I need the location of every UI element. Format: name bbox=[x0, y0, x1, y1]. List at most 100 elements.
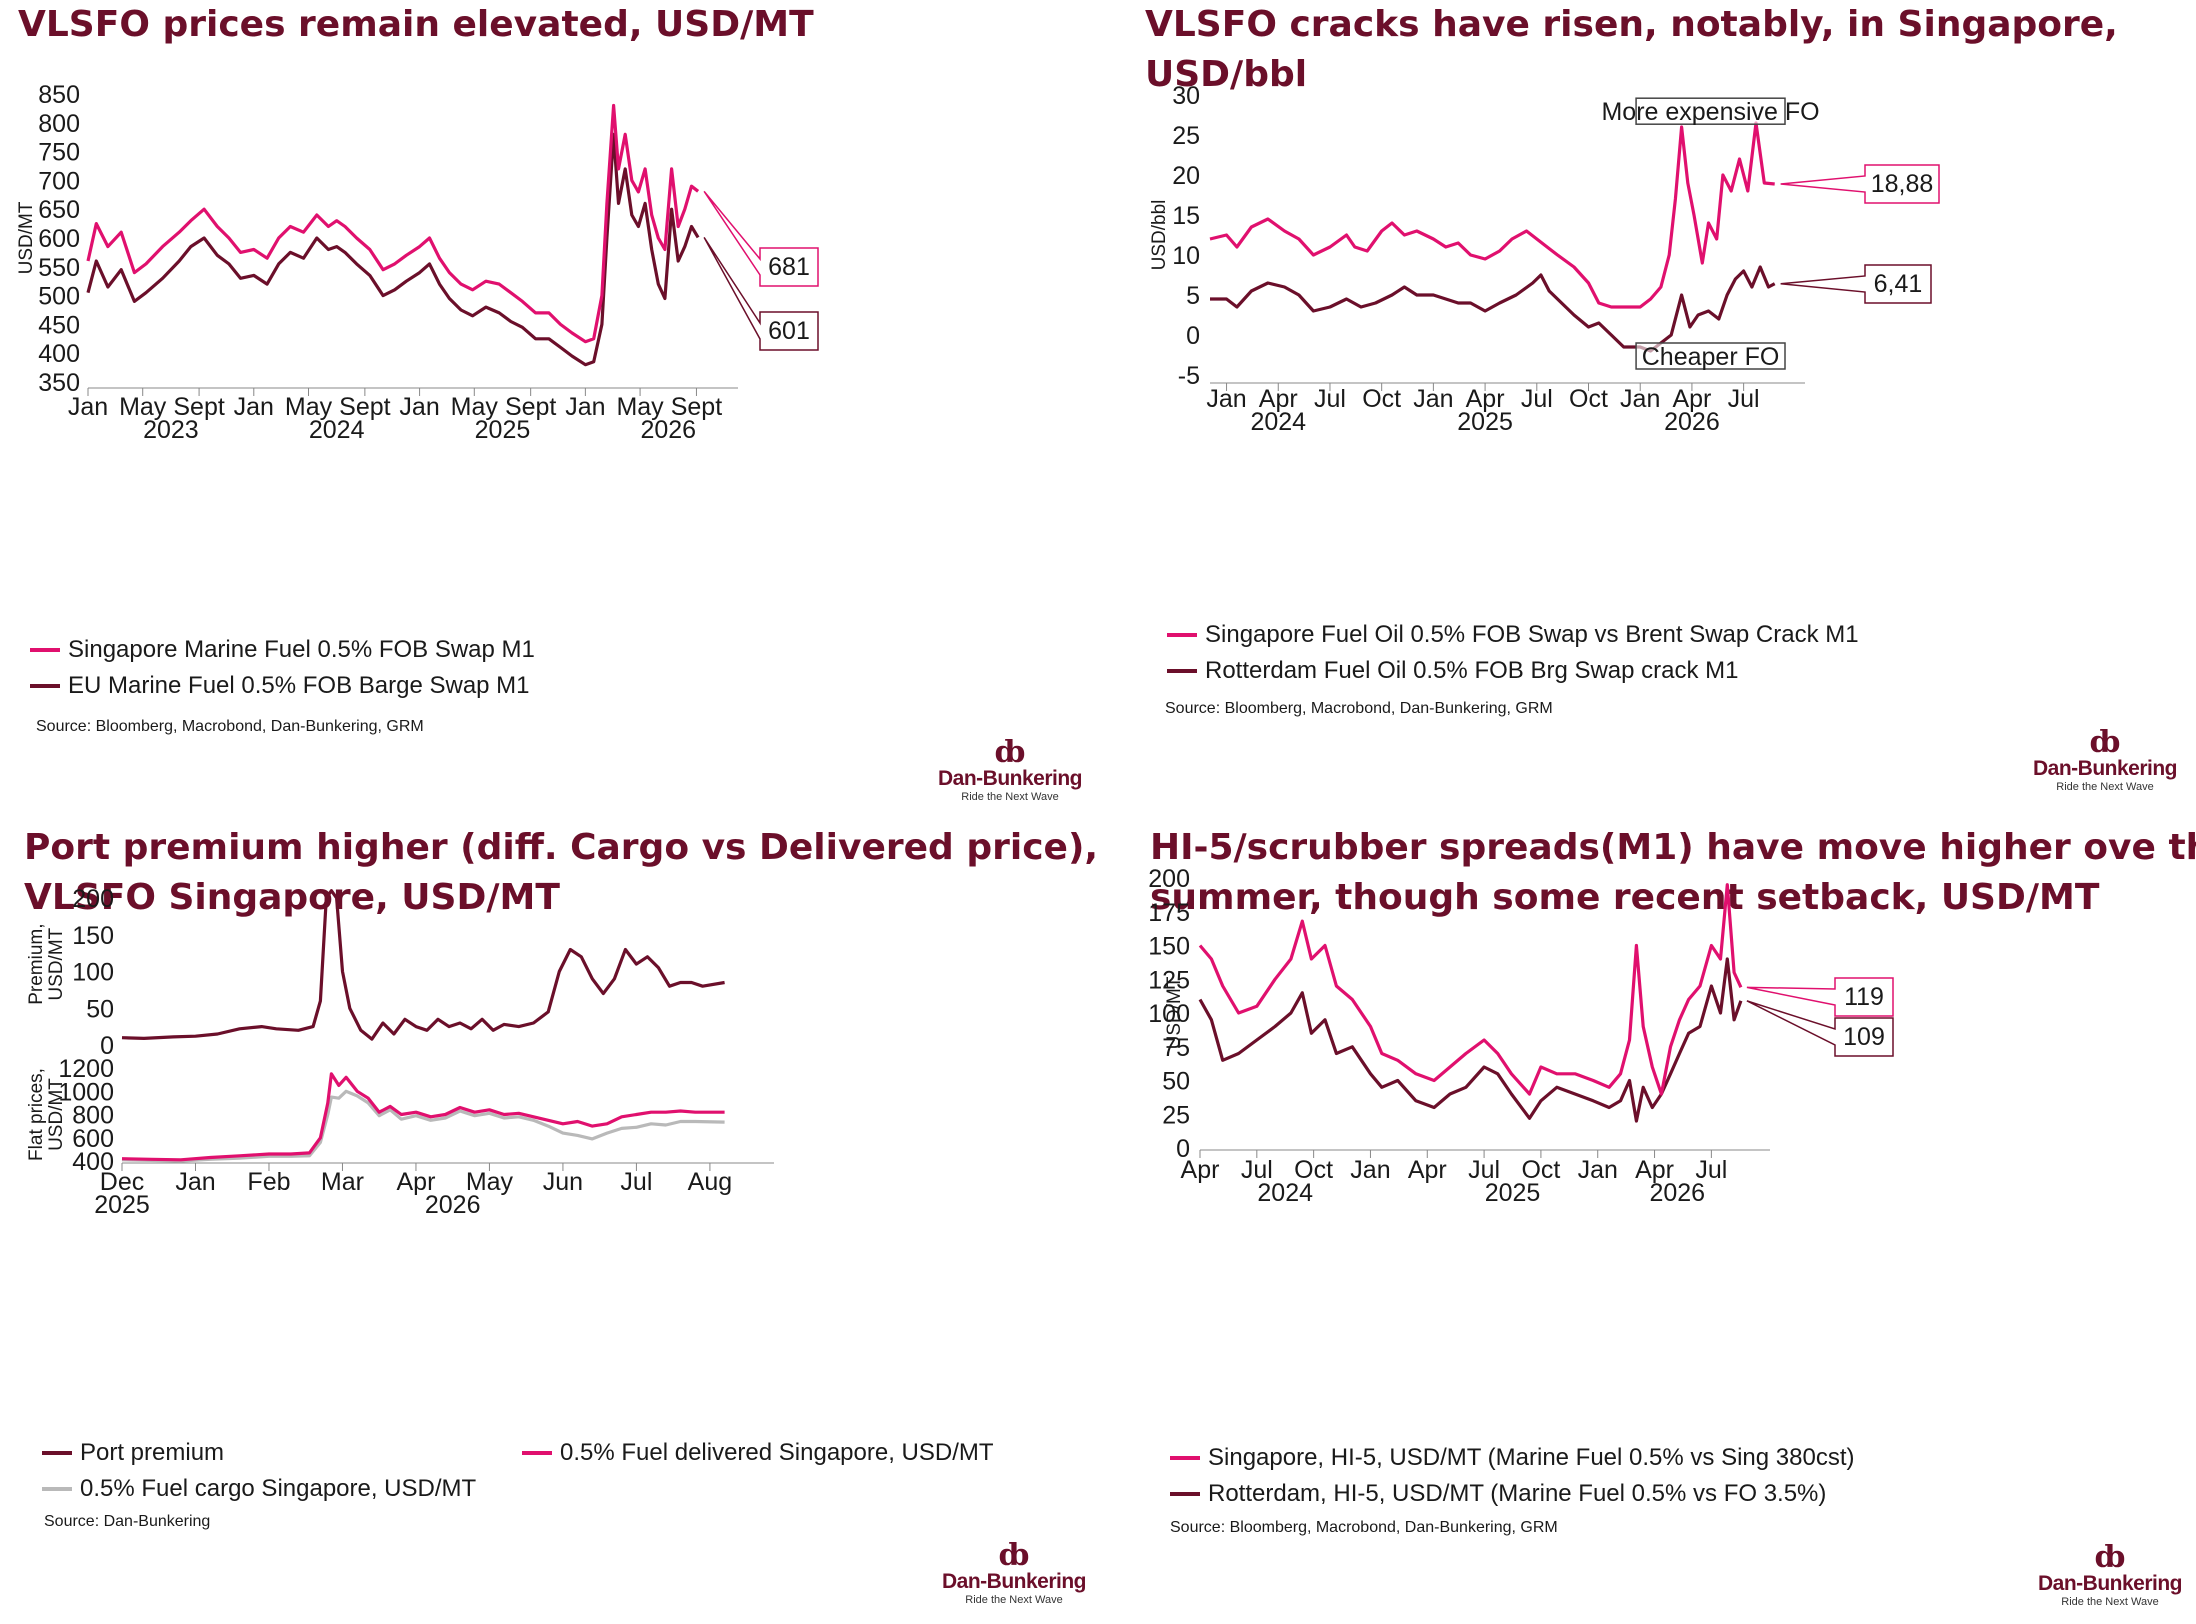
y-tick-label: 30 bbox=[1172, 82, 1200, 110]
x-tick-label: Oct bbox=[1294, 1156, 1333, 1184]
end-value-label: 18,88 bbox=[1871, 170, 1934, 198]
x-tick-label: Apr bbox=[1408, 1156, 1447, 1184]
end-value-label: 109 bbox=[1843, 1023, 1885, 1051]
series-line bbox=[121, 1072, 725, 1162]
y-tick-label: 150 bbox=[1148, 933, 1190, 961]
source-note: Source: Bloomberg, Macrobond, Dan-Bunker… bbox=[1170, 1519, 1558, 1536]
legend-item-eu: EU Marine Fuel 0.5% FOB Barge Swap M1 bbox=[30, 668, 535, 704]
x-tick-label: Apr bbox=[1635, 1156, 1674, 1184]
x-tick-label: Sept bbox=[671, 393, 722, 421]
legend-label: Singapore Marine Fuel 0.5% FOB Swap M1 bbox=[68, 636, 535, 663]
y-tick-label: 0 bbox=[1186, 322, 1200, 350]
x-tick-label: Jan bbox=[1578, 1156, 1618, 1184]
y-tick-label: 850 bbox=[38, 81, 80, 109]
y-tick-label: 75 bbox=[1162, 1034, 1190, 1062]
logo-name: Dan-Bunkering bbox=[2037, 1572, 2183, 1595]
legend-item-rotterdam: Rotterdam Fuel Oil 0.5% FOB Brg Swap cra… bbox=[1167, 653, 1859, 689]
series-line bbox=[1210, 265, 1776, 353]
x-tick-label: Jan bbox=[1620, 385, 1660, 413]
x-tick-label: Aug bbox=[688, 1168, 732, 1196]
x-year-label: 2025 bbox=[1457, 408, 1513, 436]
x-tick-label: Jan bbox=[234, 393, 274, 421]
y-axis-label: USD/MT bbox=[1164, 976, 1185, 1049]
y-tick-label: 800 bbox=[38, 110, 80, 138]
x-year-label: 2026 bbox=[640, 416, 696, 444]
y-tick-label: 175 bbox=[1148, 899, 1190, 927]
series-line bbox=[86, 132, 700, 367]
y-tick-label: 25 bbox=[1172, 122, 1200, 150]
title-line-1: Port premium higher (diff. Cargo vs Deli… bbox=[24, 827, 1099, 868]
x-year-label: 2024 bbox=[309, 416, 365, 444]
logo-tagline: Ride the Next Wave bbox=[961, 791, 1059, 803]
end-value-callout bbox=[703, 237, 819, 351]
legend-swatch bbox=[522, 1451, 552, 1455]
legend: Singapore Marine Fuel 0.5% FOB Swap M1 E… bbox=[30, 632, 535, 704]
x-tick-label: May bbox=[466, 1168, 514, 1196]
panel-vlsfo-prices: VLSFO prices remain elevated, USD/MT 350… bbox=[16, 0, 1098, 803]
logo-tagline: Ride the Next Wave bbox=[965, 1594, 1063, 1606]
legend-label: Rotterdam Fuel Oil 0.5% FOB Brg Swap cra… bbox=[1205, 657, 1739, 684]
panel-hi5-spreads: HI-5/scrubber spreads(M1) have move high… bbox=[1148, 823, 2196, 1623]
x-tick-label: May bbox=[119, 393, 167, 421]
y-tick-label: 800 bbox=[72, 1102, 114, 1130]
series-line bbox=[1198, 883, 1743, 1096]
panel-port-premium: Port premium higher (diff. Cargo vs Deli… bbox=[24, 823, 1114, 1623]
series-line bbox=[121, 889, 725, 1041]
y-tick-label: 500 bbox=[38, 283, 80, 311]
annotation-more-expensive: More expensive FO bbox=[1601, 98, 1819, 126]
end-value-callout bbox=[1746, 977, 1894, 1017]
end-value-callout bbox=[1780, 164, 1940, 204]
chart-hi5-spreads: 0 25 50 75 100 125 150 175 200 USD/MT Apr Jul Oct Jan… bbox=[1148, 865, 1894, 1207]
title-line-2: summer, though some recent setback, USD/… bbox=[1150, 877, 2100, 918]
end-value-label: 119 bbox=[1844, 983, 1884, 1011]
annotation-cheaper: Cheaper FO bbox=[1642, 343, 1780, 371]
legend-swatch bbox=[30, 684, 60, 688]
x-tick-label: Feb bbox=[247, 1168, 290, 1196]
x-tick-label: Jul bbox=[1314, 385, 1346, 413]
x-year-label: 2025 bbox=[94, 1191, 150, 1219]
logo-tagline: Ride the Next Wave bbox=[2056, 781, 2154, 793]
y-tick-label: 200 bbox=[72, 885, 114, 913]
panel-title: Port premium higher (diff. Cargo vs Deli… bbox=[24, 823, 1098, 923]
legend: Singapore, HI-5, USD/MT (Marine Fuel 0.5… bbox=[1170, 1440, 1854, 1512]
x-tick-label: Sept bbox=[339, 393, 390, 421]
logo-tagline: Ride the Next Wave bbox=[2061, 1596, 2159, 1608]
legend-item-rotterdam: Rotterdam, HI-5, USD/MT (Marine Fuel 0.5… bbox=[1170, 1476, 1854, 1512]
brand-logo: ȸ Dan-Bunkering Ride the Next Wave bbox=[2030, 1543, 2190, 1609]
y-tick-label: 50 bbox=[1162, 1068, 1190, 1096]
x-year-label: 2024 bbox=[1250, 408, 1306, 436]
end-value-label: 6,41 bbox=[1874, 270, 1923, 298]
series-line bbox=[1198, 957, 1743, 1123]
x-tick-label: May bbox=[451, 393, 499, 421]
legend-swatch bbox=[1167, 669, 1197, 673]
y-tick-label: 650 bbox=[38, 196, 80, 224]
x-year-label: 2026 bbox=[425, 1191, 481, 1219]
legend-label: Rotterdam, HI-5, USD/MT (Marine Fuel 0.5… bbox=[1208, 1480, 1827, 1507]
legend-swatch bbox=[1167, 633, 1197, 637]
x-tick-label: Mar bbox=[321, 1168, 364, 1196]
legend-label: 0.5% Fuel delivered Singapore, USD/MT bbox=[560, 1439, 994, 1466]
y-tick-label: 600 bbox=[72, 1125, 114, 1153]
y-tick-label: 1200 bbox=[58, 1055, 114, 1083]
y-tick-label: 550 bbox=[38, 254, 80, 282]
title-line-1: VLSFO cracks have risen, notably, in Sin… bbox=[1145, 4, 2118, 45]
y-tick-label: 350 bbox=[38, 369, 80, 397]
x-tick-label: May bbox=[285, 393, 333, 421]
x-tick-label: Jan bbox=[1350, 1156, 1390, 1184]
y-tick-label: 10 bbox=[1172, 242, 1200, 270]
x-tick-label: Sept bbox=[173, 393, 224, 421]
end-value-callout bbox=[1746, 1000, 1894, 1057]
x-tick-label: Apr bbox=[1181, 1156, 1220, 1184]
y-tick-label: 100 bbox=[1148, 1000, 1190, 1028]
end-value-label: 681 bbox=[768, 253, 810, 281]
logo-icon: ȸ bbox=[998, 1538, 1030, 1573]
y-axis-label: USD/bbl bbox=[1149, 200, 1170, 271]
panel-title: VLSFO cracks have risen, notably, in Sin… bbox=[1145, 0, 2118, 100]
x-tick-label: Jan bbox=[175, 1168, 215, 1196]
legend-swatch bbox=[1170, 1492, 1200, 1496]
source-note: Source: Dan-Bunkering bbox=[44, 1513, 211, 1530]
x-tick-label: Jul bbox=[620, 1168, 652, 1196]
